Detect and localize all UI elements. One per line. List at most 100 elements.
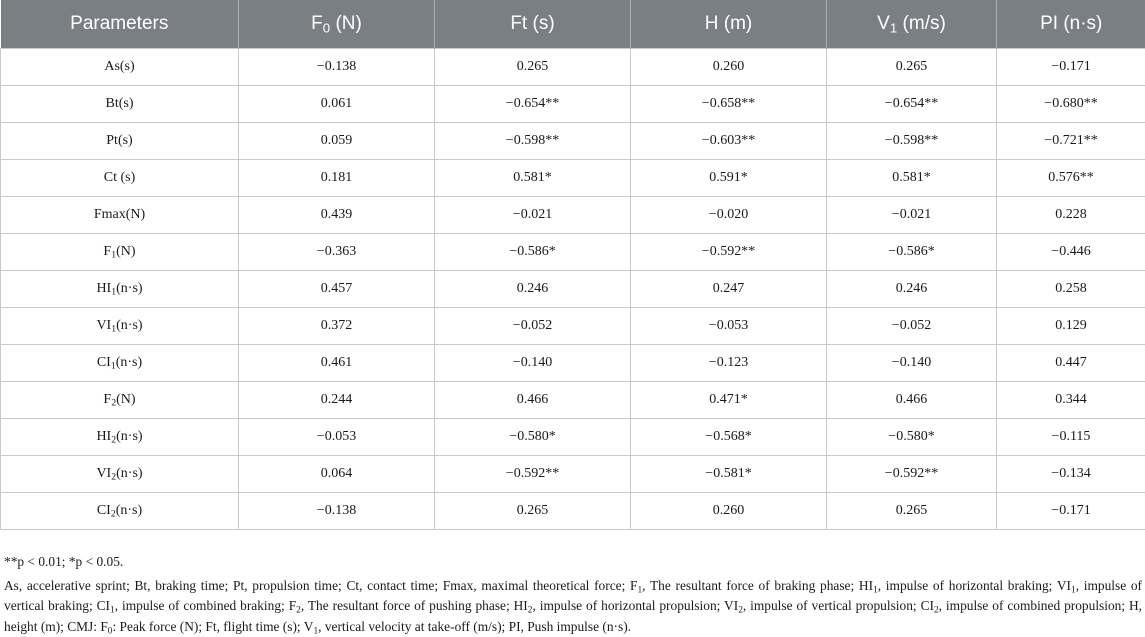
value-cell: −0.140 <box>827 345 997 382</box>
table-row: Bt(s)0.061−0.654**−0.658**−0.654**−0.680… <box>1 86 1145 123</box>
value-cell: 0.576** <box>997 160 1145 197</box>
parameter-cell: Fmax(N) <box>1 197 239 234</box>
parameter-main: Fmax(N) <box>94 207 145 222</box>
value-cell: 0.439 <box>239 197 435 234</box>
parameter-cell: F2(N) <box>1 382 239 419</box>
parameter-unit: (n·s) <box>116 318 142 333</box>
column-header-unit: (N) <box>330 13 362 34</box>
table-row: F1(N)−0.363−0.586*−0.592**−0.586*−0.446 <box>1 234 1145 271</box>
abbreviation-text: , impulse of combined braking; F <box>115 598 296 613</box>
parameter-unit: (n·s) <box>116 429 142 444</box>
value-cell: 0.466 <box>827 382 997 419</box>
value-cell: −0.680** <box>997 86 1145 123</box>
value-cell: 0.244 <box>239 382 435 419</box>
value-cell: −0.580* <box>435 419 631 456</box>
abbreviation-text: , vertical velocity at take-off (m/s); P… <box>318 619 631 634</box>
value-cell: 0.581* <box>435 160 631 197</box>
value-cell: −0.446 <box>997 234 1145 271</box>
value-cell: −0.603** <box>631 123 827 160</box>
value-cell: −0.363 <box>239 234 435 271</box>
value-cell: −0.654** <box>827 86 997 123</box>
table-row: VI2(n·s)0.064−0.592**−0.581*−0.592**−0.1… <box>1 456 1145 493</box>
abbreviations-note: As, accelerative sprint; Bt, braking tim… <box>4 576 1142 637</box>
value-cell: −0.568* <box>631 419 827 456</box>
abbreviation-text: , impulse of horizontal braking; VI <box>878 578 1071 593</box>
value-cell: 0.228 <box>997 197 1145 234</box>
value-cell: −0.171 <box>997 49 1145 86</box>
value-cell: −0.134 <box>997 456 1145 493</box>
value-cell: −0.115 <box>997 419 1145 456</box>
column-header-main: V <box>877 13 890 34</box>
parameter-main: CI <box>97 503 111 518</box>
column-header-main: Ft (s) <box>510 13 554 34</box>
value-cell: −0.138 <box>239 49 435 86</box>
table-row: HI2(n·s)−0.053−0.580*−0.568*−0.580*−0.11… <box>1 419 1145 456</box>
value-cell: 0.265 <box>827 493 997 530</box>
value-cell: −0.020 <box>631 197 827 234</box>
abbreviation-text: , impulse of horizontal propulsion; VI <box>532 598 738 613</box>
parameter-main: HI <box>96 281 111 296</box>
column-header-main: F <box>311 13 323 34</box>
table-footnotes: **p < 0.01; *p < 0.05. As, accelerative … <box>4 552 1142 637</box>
value-cell: −0.052 <box>435 308 631 345</box>
significance-note: **p < 0.01; *p < 0.05. <box>4 552 1142 573</box>
parameter-main: HI <box>96 429 111 444</box>
abbreviation-text: : Peak force (N); Ft, flight time (s); V <box>112 619 313 634</box>
value-cell: 0.265 <box>827 49 997 86</box>
abbreviation-text: As, accelerative sprint; Bt, braking tim… <box>4 578 637 593</box>
value-cell: 0.260 <box>631 49 827 86</box>
value-cell: −0.021 <box>435 197 631 234</box>
parameter-main: Pt(s) <box>106 133 132 148</box>
column-header-1: F0 (N) <box>239 0 435 49</box>
value-cell: 0.372 <box>239 308 435 345</box>
value-cell: 0.129 <box>997 308 1145 345</box>
parameter-cell: HI1(n·s) <box>1 271 239 308</box>
parameter-unit: (n·s) <box>116 466 142 481</box>
parameter-main: VI <box>96 466 111 481</box>
column-header-main: H (m) <box>705 13 752 34</box>
parameter-cell: Ct (s) <box>1 160 239 197</box>
value-cell: −0.592** <box>827 456 997 493</box>
value-cell: 0.265 <box>435 49 631 86</box>
column-header-5: PI (n·s) <box>997 0 1145 49</box>
value-cell: −0.580* <box>827 419 997 456</box>
parameter-main: CI <box>97 355 111 370</box>
parameter-cell: VI2(n·s) <box>1 456 239 493</box>
value-cell: 0.581* <box>827 160 997 197</box>
value-cell: 0.246 <box>827 271 997 308</box>
value-cell: −0.171 <box>997 493 1145 530</box>
value-cell: 0.181 <box>239 160 435 197</box>
value-cell: 0.246 <box>435 271 631 308</box>
parameter-unit: (n·s) <box>116 355 142 370</box>
value-cell: 0.447 <box>997 345 1145 382</box>
value-cell: −0.053 <box>631 308 827 345</box>
value-cell: −0.586* <box>827 234 997 271</box>
abbreviation-text: , The resultant force of pushing phase; … <box>301 598 528 613</box>
parameter-unit: (n·s) <box>116 281 142 296</box>
parameter-main: VI <box>96 318 111 333</box>
parameter-main: Bt(s) <box>106 96 134 111</box>
parameter-cell: Pt(s) <box>1 123 239 160</box>
value-cell: 0.344 <box>997 382 1145 419</box>
value-cell: −0.598** <box>435 123 631 160</box>
value-cell: −0.581* <box>631 456 827 493</box>
parameter-cell: CI2(n·s) <box>1 493 239 530</box>
column-header-2: Ft (s) <box>435 0 631 49</box>
value-cell: −0.123 <box>631 345 827 382</box>
column-header-main: Parameters <box>70 13 168 34</box>
parameter-unit: (n·s) <box>116 503 142 518</box>
column-header-3: H (m) <box>631 0 827 49</box>
column-header-unit: (m/s) <box>897 13 946 34</box>
parameter-cell: As(s) <box>1 49 239 86</box>
parameter-cell: CI1(n·s) <box>1 345 239 382</box>
value-cell: 0.471* <box>631 382 827 419</box>
abbreviation-text: , impulse of vertical propulsion; CI <box>743 598 934 613</box>
